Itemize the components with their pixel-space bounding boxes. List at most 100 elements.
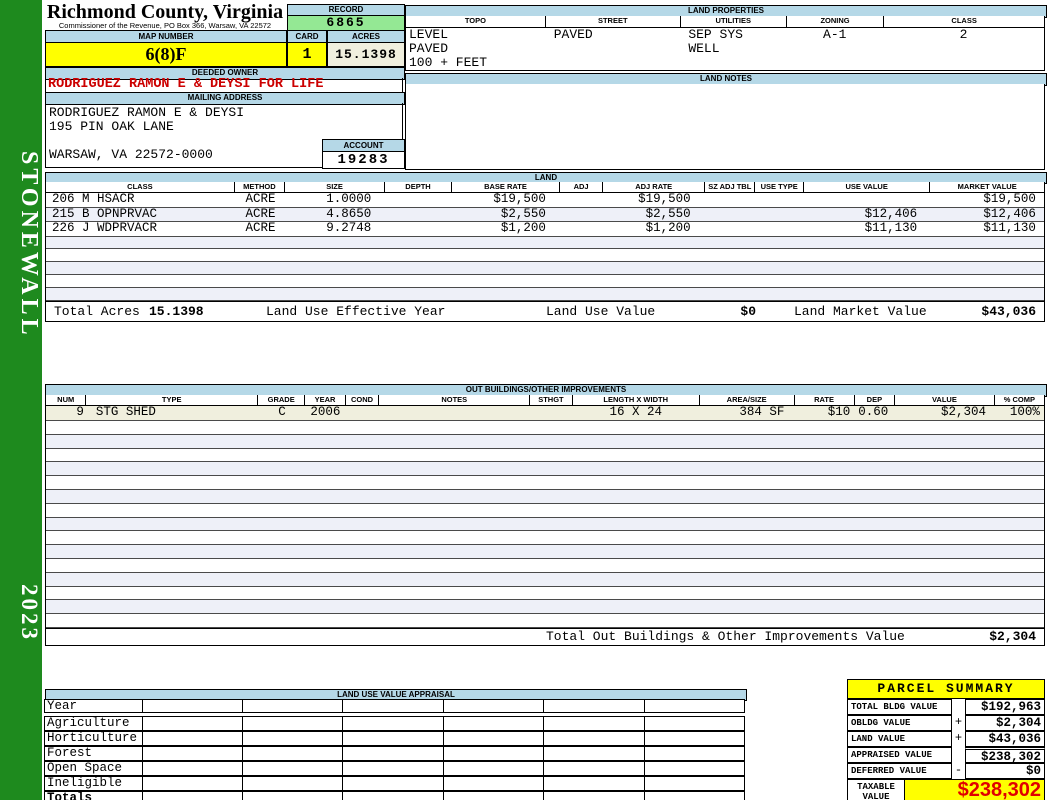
land-table-body: 206 M HSACR ACRE 1.0000 $19,500 $19,500 … [45, 193, 1045, 302]
appraisal-cell [442, 761, 545, 776]
appraisal-cell [141, 731, 244, 746]
appraisal-cell [342, 716, 444, 731]
taxable-value-row: TAXABLE VALUE $238,302 [847, 779, 1045, 800]
col-header: STHGT [530, 395, 573, 406]
appraisal-row-label: Horticulture [44, 731, 143, 746]
appraisal-cell [242, 776, 344, 791]
taxable-value: $238,302 [905, 779, 1045, 800]
appraisal-cell [643, 746, 745, 761]
summary-value: $43,036 [965, 731, 1045, 747]
appraisal-row: Horticulture [44, 731, 745, 746]
appraisal-cell [342, 776, 444, 791]
appraisal-cell [543, 761, 645, 776]
empty-row [46, 462, 1044, 477]
col-header: MARKET VALUE [930, 182, 1045, 193]
summary-label: DEFERRED VALUE [847, 763, 952, 779]
appraisal-cell [141, 791, 244, 800]
appraisal-cell [543, 746, 645, 761]
empty-row [46, 517, 1044, 532]
summary-operator [952, 747, 965, 763]
appraisal-cell [242, 699, 344, 713]
col-header: METHOD [234, 182, 286, 193]
account-value: 19283 [322, 151, 405, 169]
col-header: LENGTH X WIDTH [572, 395, 700, 406]
empty-row [46, 434, 1044, 449]
out-buildings-body: 9 STG SHED C 2006 16 X 24 384 SF $10 0.6… [45, 406, 1045, 628]
col-header: CLASS [46, 182, 235, 193]
summary-value: $0 [965, 763, 1045, 779]
land-properties-values: LEVEL PAVED 100 + FEET PAVED SEP SYS WEL… [405, 28, 1045, 71]
appraisal-row-label: Forest [44, 746, 143, 761]
out-building-row: 9 STG SHED C 2006 16 X 24 384 SF $10 0.6… [46, 406, 1044, 421]
col-header: COND [345, 395, 380, 406]
acres-value: 15.1398 [327, 42, 405, 67]
parcel-summary-rows: TOTAL BLDG VALUE $192,963 OBLDG VALUE + $2,3… [847, 699, 1045, 779]
parcel-summary-row: LAND VALUE + $43,036 [847, 731, 1045, 747]
appraisal-row-label: Agriculture [44, 716, 143, 731]
col-header: USE VALUE [803, 182, 931, 193]
appraisal-row-label: Totals [44, 791, 143, 800]
out-buildings-header: NUM TYPE GRADE YEAR COND NOTES STHGT LEN… [45, 395, 1046, 406]
empty-row [46, 572, 1044, 587]
street-values: PAVED [553, 27, 593, 42]
empty-row [46, 449, 1044, 463]
appraisal-cell [643, 716, 745, 731]
appraisal-cell [543, 699, 645, 713]
empty-row [46, 600, 1044, 615]
land-market-value-label: Land Market Value [794, 304, 927, 319]
zoning-value: A-1 [823, 27, 847, 42]
map-number-value: 6(8)F [45, 42, 287, 67]
appraisal-cell [442, 776, 545, 791]
empty-row [46, 476, 1044, 490]
address-line: 195 PIN OAK LANE [49, 119, 174, 134]
appraisal-row-label: Year [44, 699, 143, 713]
land-notes-box [405, 84, 1045, 170]
empty-row [46, 504, 1044, 518]
appraisal-cell [342, 761, 444, 776]
appraisal-cell [141, 716, 244, 731]
col-header: BASE RATE [452, 182, 560, 193]
mailing-address-label: MAILING ADDRESS [45, 92, 405, 105]
appraisal-cell [342, 699, 444, 713]
appraisal-cell [643, 776, 745, 791]
district-sidebar [0, 0, 42, 800]
appraisal-cell [643, 761, 745, 776]
appraisal-cell [141, 776, 244, 791]
col-header: STREET [545, 16, 681, 28]
parcel-summary-title: PARCEL SUMMARY [847, 679, 1045, 699]
appraisal-row: Open Space [44, 761, 745, 776]
appraisal-cell [442, 699, 545, 713]
deeded-owner-label: DEEDED OWNER [45, 67, 405, 80]
appraisal-cell [242, 791, 344, 800]
appraisal-cell [543, 731, 645, 746]
land-totals-row: Total Acres 15.1398 Land Use Effective Y… [45, 301, 1045, 322]
taxable-value-label: TAXABLE VALUE [847, 779, 905, 800]
parcel-summary-row: DEFERRED VALUE - $0 [847, 763, 1045, 779]
appraisal-cell [442, 731, 545, 746]
total-acres-label: Total Acres [54, 304, 140, 319]
appraisal-row-label: Open Space [44, 761, 143, 776]
summary-value: $192,963 [965, 699, 1045, 715]
appraisal-cell [342, 731, 444, 746]
col-header: TOPO [406, 16, 546, 28]
col-header: NOTES [379, 395, 531, 406]
appraisal-cell [543, 716, 645, 731]
class-value: 2 [959, 27, 968, 42]
appraisal-row: Totals [44, 791, 745, 800]
land-row: 215 B OPNPRVAC ACRE 4.8650 $2,550 $2,550… [46, 207, 1044, 222]
summary-label: APPRAISED VALUE [847, 747, 952, 763]
summary-label: TOTAL BLDG VALUE [847, 699, 952, 715]
address-line: RODRIGUEZ RAMON E & DEYSI [49, 105, 245, 120]
col-header: DEP [854, 395, 896, 406]
appraisal-cell [643, 731, 745, 746]
appraisal-cell [242, 746, 344, 761]
appraisal-cell [141, 699, 244, 713]
out-buildings-total-row: Total Out Buildings & Other Improvements… [45, 628, 1045, 646]
land-use-value: $0 [740, 304, 756, 319]
land-row: 206 M HSACR ACRE 1.0000 $19,500 $19,500 … [46, 193, 1044, 208]
tax-year: 2023 [17, 584, 42, 642]
summary-value: $238,302 [965, 747, 1045, 764]
appraisal-cell [643, 791, 745, 800]
topo-values: LEVEL PAVED 100 + FEET [409, 27, 488, 70]
